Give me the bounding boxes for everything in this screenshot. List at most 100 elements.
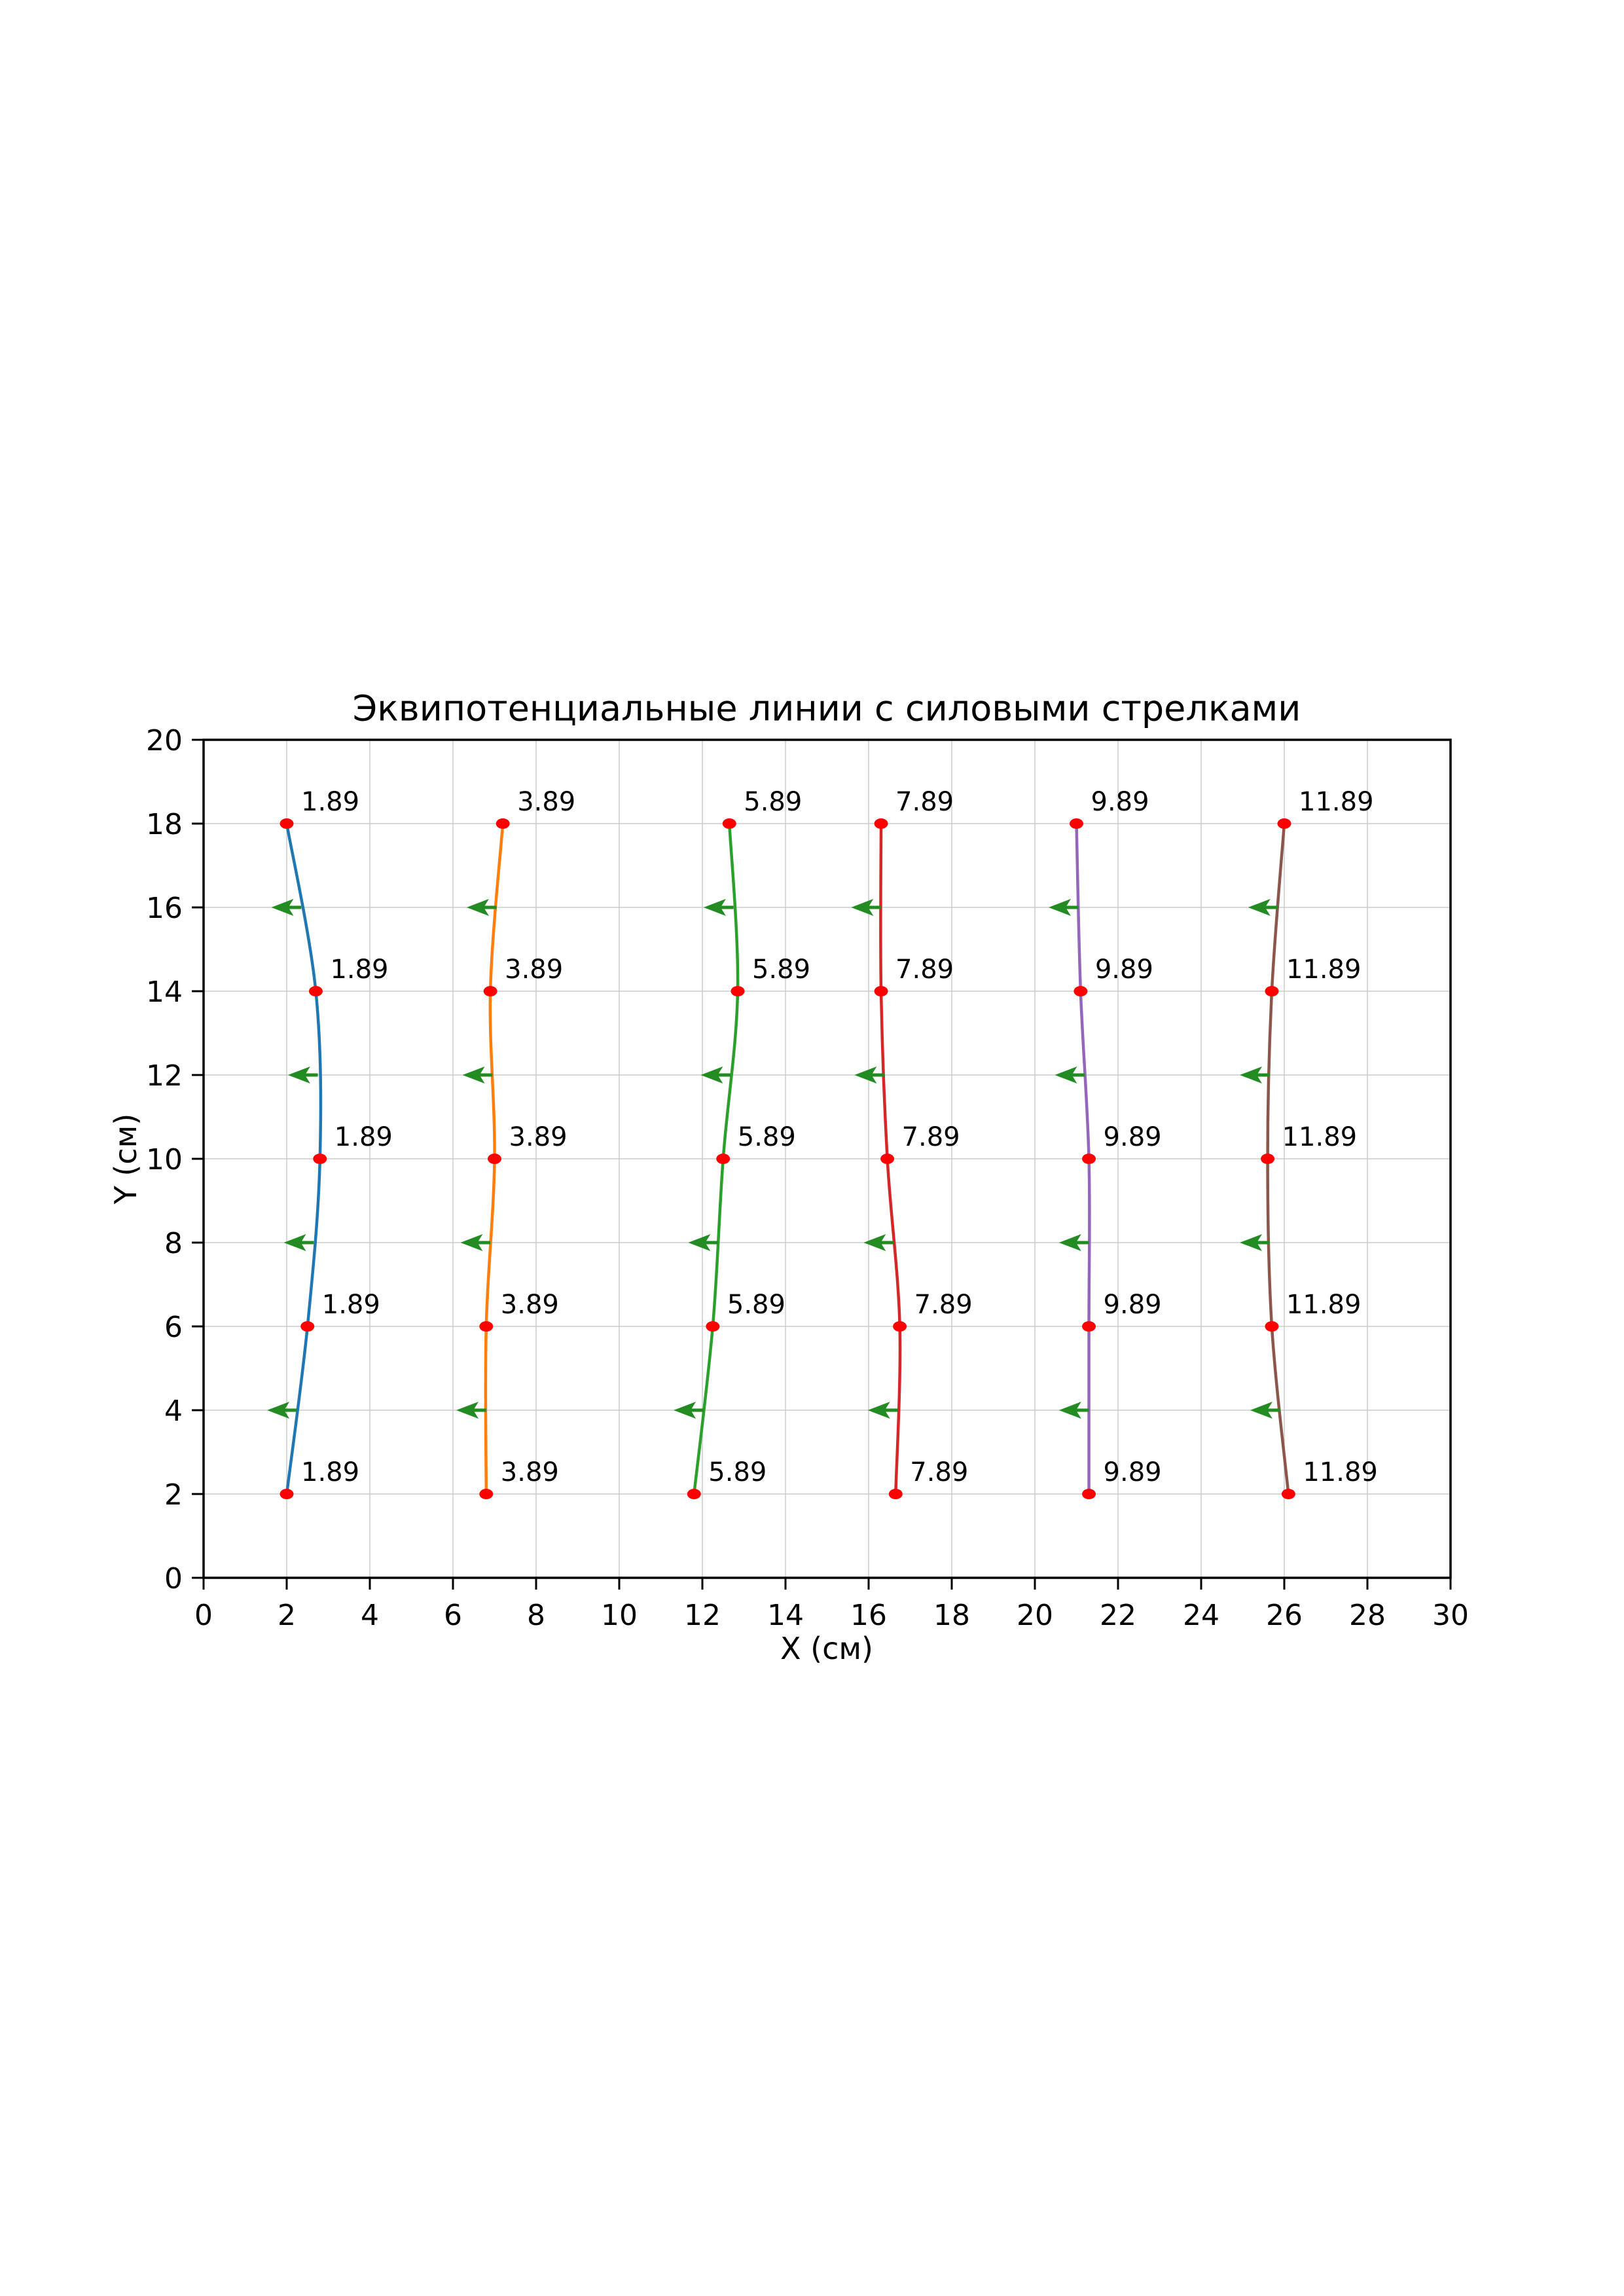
point-potential-label: 7.89: [910, 1457, 968, 1487]
point-potential-label: 7.89: [895, 955, 954, 985]
y-tick-label: 8: [164, 1227, 183, 1260]
x-tick-label: 8: [527, 1599, 545, 1632]
force-arrow-head: [867, 1402, 890, 1419]
point-potential-label: 7.89: [902, 1122, 960, 1152]
point-potential-label: 9.89: [1104, 1290, 1162, 1320]
data-point: [874, 818, 888, 829]
data-point: [479, 1489, 494, 1499]
y-tick-label: 2: [164, 1478, 183, 1512]
force-arrow-head: [287, 1066, 310, 1084]
point-potential-label: 11.89: [1303, 1457, 1378, 1487]
force-arrow-head: [1240, 1066, 1263, 1084]
data-point: [300, 1321, 315, 1332]
data-point: [1082, 1489, 1096, 1499]
point-potential-label: 7.89: [895, 787, 954, 817]
data-point: [1265, 986, 1279, 996]
x-tick-label: 28: [1349, 1599, 1386, 1632]
point-potential-label: 3.89: [509, 1122, 568, 1152]
x-tick-label: 16: [850, 1599, 887, 1632]
point-potential-label: 11.89: [1286, 1290, 1362, 1320]
data-point: [280, 1489, 294, 1499]
data-point: [1281, 1489, 1295, 1499]
force-arrow-head: [267, 1402, 290, 1419]
x-tick-label: 24: [1183, 1599, 1219, 1632]
data-point: [496, 818, 510, 829]
data-point: [1082, 1321, 1096, 1332]
data-point: [1261, 1154, 1275, 1164]
data-point: [1277, 818, 1291, 829]
data-point: [706, 1321, 720, 1332]
force-arrow-head: [1248, 899, 1271, 916]
y-tick-label: 14: [146, 975, 183, 1009]
point-potential-label: 3.89: [501, 1457, 559, 1487]
y-tick-label: 10: [146, 1143, 183, 1176]
point-potential-label: 1.89: [334, 1122, 393, 1152]
point-potential-label: 5.89: [738, 1122, 796, 1152]
force-arrow-head: [456, 1402, 479, 1419]
force-arrow-head: [851, 899, 874, 916]
force-arrow-head: [271, 899, 294, 916]
data-point: [280, 818, 294, 829]
point-potential-label: 3.89: [501, 1290, 559, 1320]
data-point: [483, 986, 497, 996]
force-arrow-head: [863, 1234, 886, 1251]
point-potential-label: 3.89: [505, 955, 563, 985]
x-tick-label: 20: [1017, 1599, 1053, 1632]
x-tick-label: 2: [278, 1599, 296, 1632]
point-potential-label: 9.89: [1095, 955, 1153, 985]
force-arrow-head: [460, 1234, 483, 1251]
force-arrow-head: [703, 899, 726, 916]
point-potential-label: 5.89: [727, 1290, 785, 1320]
point-potential-label: 1.89: [301, 1457, 359, 1487]
point-potential-label: 5.89: [708, 1457, 767, 1487]
point-potential-label: 1.89: [330, 955, 388, 985]
x-tick-label: 30: [1432, 1599, 1469, 1632]
data-point: [1265, 1321, 1279, 1332]
force-arrow-head: [674, 1402, 696, 1419]
force-arrow-head: [283, 1234, 306, 1251]
data-point: [313, 1154, 327, 1164]
x-tick-label: 14: [767, 1599, 804, 1632]
data-point: [722, 818, 736, 829]
force-arrow-head: [466, 899, 489, 916]
data-point: [893, 1321, 907, 1332]
data-point: [731, 986, 745, 996]
chart-title: Эквипотенциальные линии с силовыми стрел…: [352, 687, 1301, 729]
force-arrow-head: [688, 1234, 711, 1251]
force-arrow-head: [1058, 1234, 1081, 1251]
data-point: [888, 1489, 903, 1499]
force-arrow-head: [1048, 899, 1071, 916]
y-tick-label: 4: [164, 1394, 183, 1428]
point-potential-label: 11.89: [1299, 787, 1374, 817]
point-potential-label: 9.89: [1104, 1122, 1162, 1152]
force-arrow-head: [1250, 1402, 1272, 1419]
data-point: [687, 1489, 701, 1499]
data-point: [1070, 818, 1083, 829]
y-axis-label: Y (см): [108, 1113, 143, 1205]
y-tick-label: 0: [164, 1562, 183, 1595]
data-point: [1082, 1154, 1096, 1164]
x-tick-label: 10: [601, 1599, 638, 1632]
data-point: [488, 1154, 501, 1164]
x-tick-label: 4: [361, 1599, 379, 1632]
force-arrow-head: [854, 1066, 877, 1084]
x-tick-label: 12: [684, 1599, 721, 1632]
data-point: [880, 1154, 895, 1164]
y-tick-label: 20: [146, 724, 183, 757]
force-arrow-head: [700, 1066, 723, 1084]
data-point: [716, 1154, 731, 1164]
x-tick-label: 18: [933, 1599, 970, 1632]
x-tick-label: 6: [444, 1599, 462, 1632]
point-potential-label: 11.89: [1286, 955, 1362, 985]
y-tick-label: 16: [146, 892, 183, 925]
data-point: [1074, 986, 1088, 996]
point-potential-label: 1.89: [301, 787, 359, 817]
point-potential-label: 3.89: [517, 787, 575, 817]
point-potential-label: 5.89: [752, 955, 810, 985]
point-potential-label: 11.89: [1282, 1122, 1358, 1152]
y-tick-label: 12: [146, 1059, 183, 1093]
x-tick-label: 22: [1100, 1599, 1136, 1632]
x-tick-label: 26: [1266, 1599, 1303, 1632]
